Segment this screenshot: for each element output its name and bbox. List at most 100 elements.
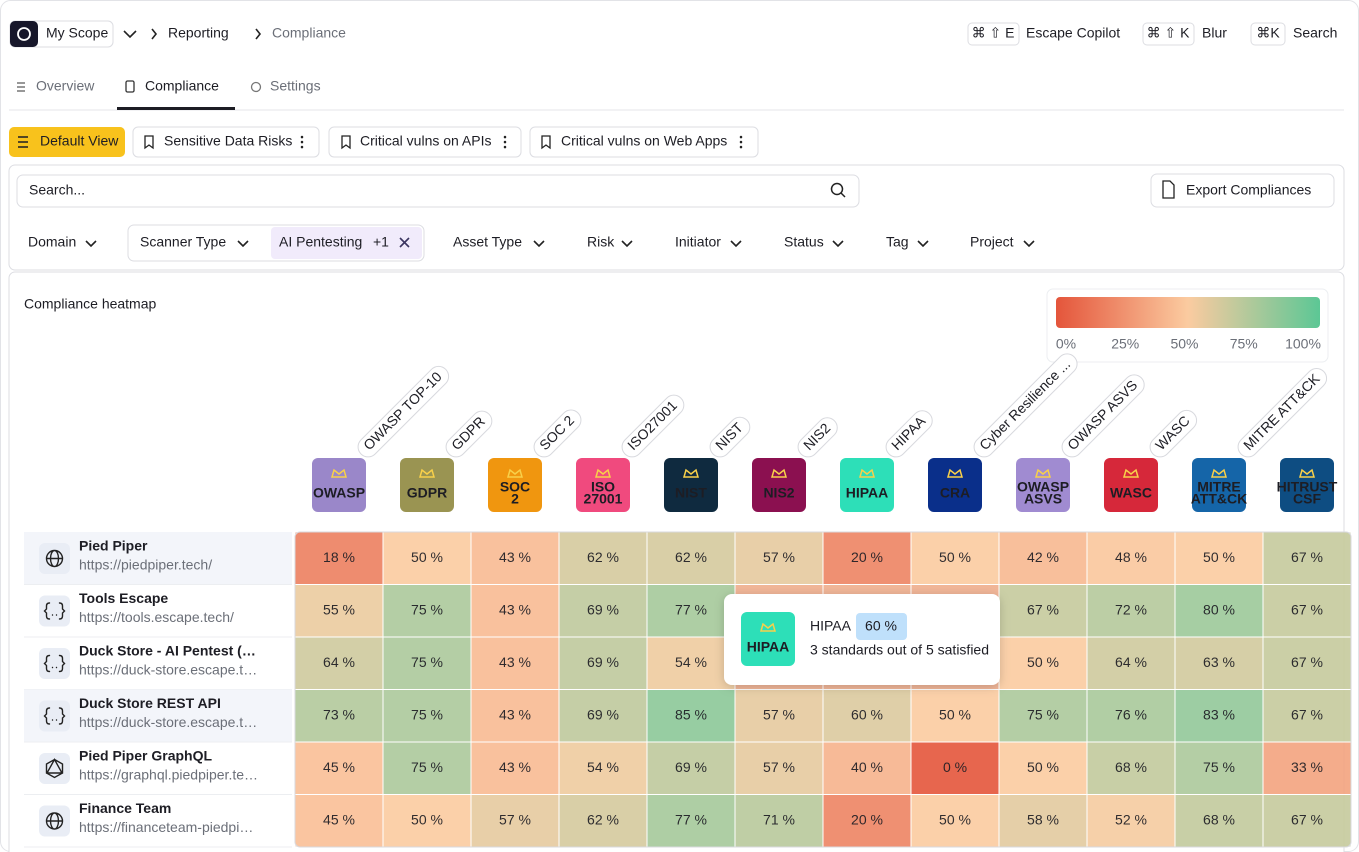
filter[interactable]: Domain [28,234,76,250]
heat-cell[interactable] [1086,689,1176,743]
filter-chevron[interactable] [1023,240,1035,248]
chip-remove[interactable] [399,237,410,248]
heat-cell[interactable] [382,741,472,795]
heat-cell[interactable] [998,794,1088,848]
view-label[interactable]: Critical vulns on Web Apps [561,133,727,149]
cell-label: 40 % [851,759,883,775]
heat-cell[interactable] [1174,636,1264,690]
heat-cell[interactable] [558,584,648,638]
heat-cell[interactable] [294,741,384,795]
shortcut-label[interactable]: Blur [1202,25,1227,41]
shortcut-label[interactable]: Escape Copilot [1026,25,1120,41]
asset-name[interactable]: Tools Escape [79,590,168,606]
tab[interactable]: Overview [36,78,95,94]
search-input[interactable] [16,174,860,208]
filter[interactable]: Asset Type [453,234,522,250]
heat-cell[interactable] [1262,531,1352,585]
heat-cell[interactable] [646,794,736,848]
export-label[interactable]: Export Compliances [1186,182,1311,198]
heat-cell[interactable] [646,689,736,743]
kbd [1250,22,1286,46]
cell-label: 69 % [587,706,619,722]
heat-cell[interactable] [558,794,648,848]
heat-cell[interactable] [1174,584,1264,638]
cell-label: 73 % [323,706,355,722]
heat-cell[interactable] [558,689,648,743]
heat-cell[interactable] [822,794,912,848]
heat-cell[interactable] [734,741,824,795]
heatmap-title: Compliance heatmap [24,296,157,312]
heat-cell[interactable] [910,741,1000,795]
heat-cell[interactable] [1086,794,1176,848]
view-button[interactable] [529,126,759,158]
badge [741,612,795,666]
filter-chevron[interactable] [85,240,97,248]
filter[interactable]: Risk [587,234,615,250]
heat-cell[interactable] [734,689,824,743]
filter-chevron[interactable] [730,240,742,248]
filter[interactable]: Scanner Type [140,234,226,250]
heat-cell[interactable] [294,584,384,638]
heat-cell[interactable] [382,794,472,848]
asset-name[interactable]: Pied Piper GraphQL [79,748,212,764]
asset-name[interactable]: Duck Store REST API [79,695,221,711]
heat-cell[interactable] [822,531,912,585]
heat-cell[interactable] [1262,741,1352,795]
view-label[interactable]: Critical vulns on APIs [360,133,492,149]
filter[interactable]: Initiator [675,234,721,250]
heat-cell[interactable] [998,636,1088,690]
heat-cell[interactable] [294,794,384,848]
view-button[interactable] [328,126,522,158]
filter[interactable]: Tag [886,234,909,250]
breadcrumb[interactable]: Reporting [168,25,229,41]
heat-cell[interactable] [1174,689,1264,743]
column-pill [1149,409,1198,458]
heat-cell[interactable] [910,794,1000,848]
heat-cell[interactable] [822,741,912,795]
view-label[interactable]: Sensitive Data Risks [164,133,292,149]
heat-cell[interactable] [382,689,472,743]
heat-cell[interactable] [470,531,560,585]
heat-cell[interactable] [382,636,472,690]
heat-cell[interactable] [1262,794,1352,848]
view-label[interactable]: Default View [40,133,119,149]
heat-cell[interactable] [646,741,736,795]
search-placeholder[interactable]: Search... [29,182,85,198]
heat-cell[interactable] [470,584,560,638]
filter[interactable]: Status [784,234,824,250]
heat-cell[interactable] [470,741,560,795]
asset-name[interactable]: Pied Piper [79,538,148,554]
heat-cell[interactable] [646,531,736,585]
heat-cell[interactable] [1086,636,1176,690]
asset-name[interactable]: Finance Team [79,800,171,816]
heat-cell[interactable] [470,689,560,743]
filter[interactable]: Project [970,234,1014,250]
view-button[interactable] [132,126,320,158]
heat-cell[interactable] [382,584,472,638]
export-button[interactable] [1150,173,1335,208]
heat-cell[interactable] [294,531,384,585]
heat-cell[interactable] [1086,531,1176,585]
heat-cell[interactable] [1174,531,1264,585]
tab[interactable]: Settings [270,78,321,94]
heat-cell[interactable] [1086,741,1176,795]
heat-cell[interactable] [998,584,1088,638]
heat-cell[interactable] [646,584,736,638]
filter-chevron[interactable] [917,240,929,248]
asset-name[interactable]: Duck Store - AI Pentest (… [79,643,256,659]
scope-chevron[interactable] [123,30,137,39]
scope-label[interactable]: My Scope [46,25,108,41]
filter-chevron[interactable] [621,240,633,248]
tab-active[interactable]: Compliance [145,78,219,94]
heat-cell[interactable] [1262,689,1352,743]
heat-cell[interactable] [822,689,912,743]
heat-cell[interactable] [558,531,648,585]
filter-chevron[interactable] [533,240,545,248]
filter-chevron[interactable] [237,240,249,248]
heat-cell[interactable] [734,794,824,848]
filter-chevron[interactable] [832,240,844,248]
row-icon [45,812,64,830]
shortcut-label[interactable]: Search [1293,25,1337,41]
view-button[interactable] [9,127,125,157]
heat-cell[interactable] [294,689,384,743]
